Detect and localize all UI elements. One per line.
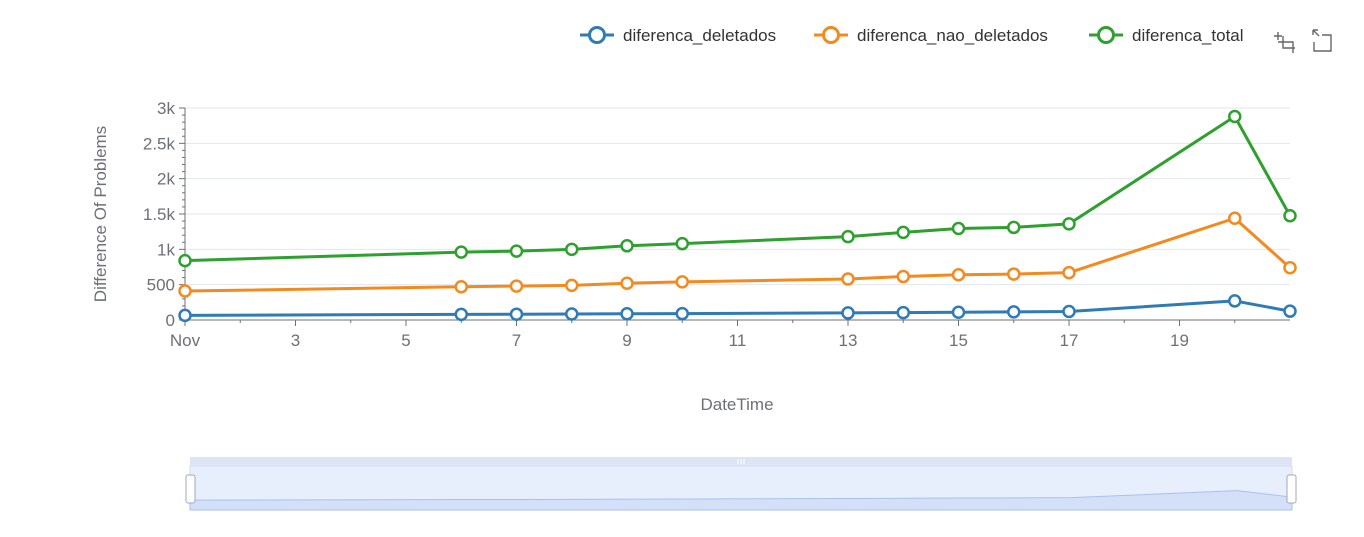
legend-item-diferenca_nao_deletados[interactable]: diferenca_nao_deletados <box>814 26 1048 45</box>
data-point-diferenca_deletados[interactable] <box>896 305 910 320</box>
y-tick-label: 1.5k <box>143 205 176 224</box>
y-tick-label: 0 <box>166 311 175 330</box>
data-point-diferenca_nao_deletados[interactable] <box>454 280 468 294</box>
data-point-diferenca_nao_deletados[interactable] <box>1283 260 1297 275</box>
x-tick-label: 9 <box>622 331 631 350</box>
data-point-diferenca_nao_deletados[interactable] <box>1228 211 1242 225</box>
data-point-diferenca_deletados[interactable] <box>841 306 855 320</box>
data-point-diferenca_nao_deletados[interactable] <box>951 268 966 282</box>
data-point-diferenca_nao_deletados[interactable] <box>565 278 579 293</box>
data-point-diferenca_nao_deletados[interactable] <box>620 276 634 291</box>
x-tick-label: 7 <box>512 331 521 350</box>
zoom-icon[interactable] <box>1270 26 1300 56</box>
data-point-diferenca_deletados[interactable] <box>178 308 192 323</box>
data-zoom-data-shadow <box>189 490 1293 511</box>
data-point-diferenca_nao_deletados[interactable] <box>841 272 855 286</box>
data-point-diferenca_deletados[interactable] <box>1228 294 1242 308</box>
x-tick-label: Nov <box>170 331 201 350</box>
data-point-diferenca_total[interactable] <box>620 239 634 253</box>
x-axis-title: DateTime <box>700 395 773 414</box>
x-tick-label: 17 <box>1060 331 1079 350</box>
data-point-diferenca_deletados[interactable] <box>620 307 634 321</box>
data-point-diferenca_total[interactable] <box>454 245 468 259</box>
data-point-diferenca_deletados[interactable] <box>509 307 524 321</box>
legend-marker-icon <box>588 26 606 44</box>
legend-item-diferenca_deletados[interactable]: diferenca_deletados <box>580 26 776 45</box>
series-layer <box>178 109 1297 323</box>
data-point-diferenca_nao_deletados[interactable] <box>896 269 910 284</box>
data-point-diferenca_nao_deletados[interactable] <box>509 279 524 293</box>
legend-label: diferenca_total <box>1132 26 1244 45</box>
data-point-diferenca_nao_deletados[interactable] <box>1062 265 1076 280</box>
data-point-diferenca_total[interactable] <box>1007 220 1021 235</box>
y-axis: 0 500 1k 1.5k 2k 2.5k 3k <box>143 99 186 330</box>
data-point-diferenca_deletados[interactable] <box>1007 305 1021 319</box>
data-point-diferenca_deletados[interactable] <box>454 307 468 322</box>
legend: diferenca_deletados diferenca_nao_deletad… <box>580 26 1244 45</box>
x-tick-label: 5 <box>401 331 410 350</box>
data-point-diferenca_deletados[interactable] <box>675 306 689 321</box>
data-point-diferenca_deletados[interactable] <box>1283 304 1297 318</box>
x-tick-label: 19 <box>1170 331 1189 350</box>
data-point-diferenca_total[interactable] <box>1062 217 1076 231</box>
x-axis: Nov 3 5 7 9 11 13 15 17 19 <box>170 319 1290 350</box>
series-line-diferenca_deletados <box>184 299 1291 317</box>
data-point-diferenca_deletados[interactable] <box>565 307 579 321</box>
toolbox <box>1270 26 1336 56</box>
grid-lines <box>185 107 1290 286</box>
data-point-diferenca_total[interactable] <box>178 253 192 268</box>
y-tick-label: 1k <box>157 240 175 259</box>
data-zoom-slider <box>185 457 1297 511</box>
legend-marker-icon <box>822 26 840 44</box>
data-point-diferenca_total[interactable] <box>1283 209 1297 223</box>
data-point-diferenca_total[interactable] <box>841 229 855 244</box>
legend-marker-icon <box>1097 26 1115 44</box>
data-point-diferenca_nao_deletados[interactable] <box>1007 267 1021 281</box>
y-tick-label: 500 <box>147 276 175 295</box>
data-zoom-grip-icon <box>737 459 745 464</box>
data-point-diferenca_nao_deletados[interactable] <box>675 275 689 289</box>
zoom-reset-icon[interactable] <box>1306 26 1336 56</box>
y-axis-title: Difference Of Problems <box>91 126 110 302</box>
data-zoom-handle-left[interactable] <box>185 474 196 504</box>
x-tick-label: 11 <box>729 331 747 350</box>
data-point-diferenca_total[interactable] <box>509 244 524 258</box>
data-point-diferenca_deletados[interactable] <box>951 305 966 319</box>
data-point-diferenca_total[interactable] <box>951 221 966 236</box>
y-tick-label: 2.5k <box>143 134 176 153</box>
series-line-diferenca_total <box>184 114 1292 263</box>
data-point-diferenca_total[interactable] <box>1228 109 1242 124</box>
legend-item-diferenca_total[interactable]: diferenca_total <box>1089 26 1244 45</box>
x-tick-label: 3 <box>291 331 300 350</box>
x-tick-label: 13 <box>839 331 858 350</box>
data-point-diferenca_total[interactable] <box>896 225 910 240</box>
y-tick-label: 3k <box>157 99 175 118</box>
data-point-diferenca_total[interactable] <box>565 242 579 257</box>
data-point-diferenca_deletados[interactable] <box>1062 304 1076 319</box>
legend-label: diferenca_nao_deletados <box>857 26 1048 45</box>
data-point-diferenca_nao_deletados[interactable] <box>178 284 192 298</box>
x-tick-label: 15 <box>949 331 968 350</box>
data-point-diferenca_total[interactable] <box>675 236 689 251</box>
y-tick-label: 2k <box>157 170 175 189</box>
legend-label: diferenca_deletados <box>623 26 776 45</box>
data-zoom-handle-right[interactable] <box>1286 474 1297 504</box>
